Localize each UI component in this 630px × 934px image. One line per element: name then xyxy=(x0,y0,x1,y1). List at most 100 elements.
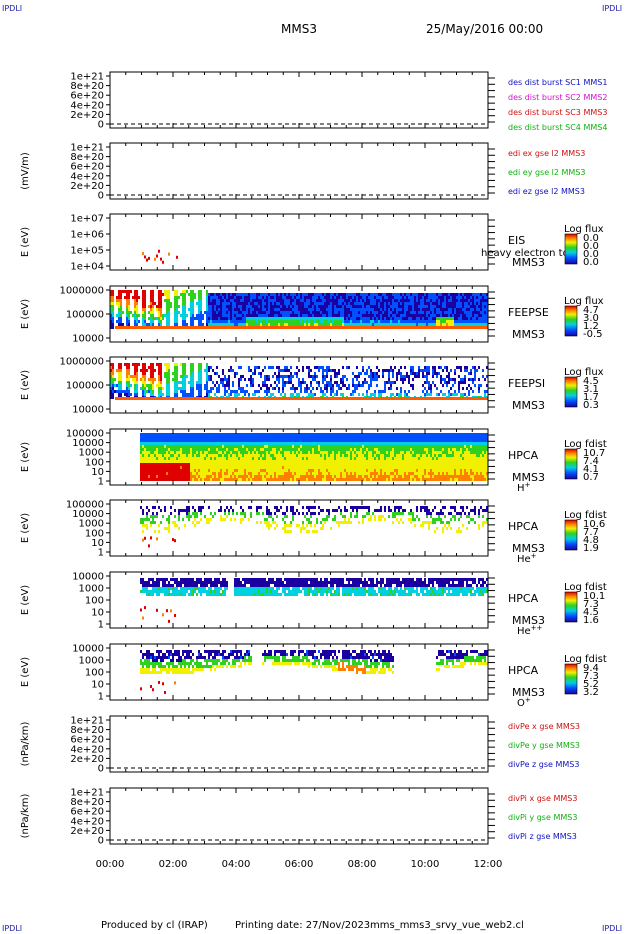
spectrogram-cell xyxy=(334,323,336,326)
spectrogram-cell xyxy=(320,472,322,475)
spectrogram-cell xyxy=(368,384,370,387)
spectrogram-cell xyxy=(276,320,278,323)
spectrogram-cell xyxy=(232,302,234,305)
spectrogram-cell xyxy=(242,457,244,460)
spectrogram-cell xyxy=(294,302,296,305)
spectrogram-cell xyxy=(112,296,114,299)
spectrogram-cell xyxy=(280,302,282,305)
spectrogram-cell xyxy=(326,375,328,378)
spectrogram-cell xyxy=(170,439,172,442)
spectrogram-cell xyxy=(388,314,390,317)
spectrogram-cell xyxy=(462,393,464,396)
spectrogram-cell xyxy=(160,469,162,472)
spectrogram-cell xyxy=(396,311,398,314)
spectrogram-cell xyxy=(194,293,196,296)
spectrogram-cell xyxy=(210,460,212,463)
spectrogram-cell xyxy=(190,372,192,375)
spectrogram-cell xyxy=(462,302,464,305)
spectrogram-cell xyxy=(416,314,418,317)
spectrogram-cell xyxy=(276,439,278,442)
spectrogram-cell xyxy=(192,323,194,326)
spectrogram-cell xyxy=(290,317,292,320)
spectrogram-cell xyxy=(120,299,122,302)
spectrogram-cell xyxy=(226,390,228,393)
spectrogram-cell xyxy=(166,296,168,299)
spectrogram-cell xyxy=(258,293,260,296)
spectrogram-cell xyxy=(446,296,448,299)
spectrogram-cell xyxy=(270,454,272,457)
spectrogram-cell xyxy=(300,323,302,326)
spectrogram-cell xyxy=(292,296,294,299)
spectrogram-cell xyxy=(298,317,300,320)
spectrogram-cell xyxy=(300,445,302,448)
spectrogram-cell xyxy=(420,293,422,296)
spectrogram-cell xyxy=(364,302,366,305)
spectrogram-cell xyxy=(152,366,154,369)
spectrogram-cell xyxy=(226,381,228,384)
spectrogram-cell xyxy=(280,375,282,378)
spectrogram-cell xyxy=(178,448,180,451)
spectrogram-cell xyxy=(124,296,126,299)
spectrogram-cell xyxy=(206,445,208,448)
spectrogram-cell xyxy=(448,381,450,384)
spectrogram-cell xyxy=(192,390,194,393)
spectrogram-cell xyxy=(264,381,266,384)
spectrogram-cell xyxy=(196,439,198,442)
spectrogram-cell xyxy=(180,463,182,466)
spectrogram-cell xyxy=(276,472,278,475)
spectrogram-cell xyxy=(224,393,226,396)
spectrogram-cell xyxy=(112,323,114,326)
spectrogram-cell xyxy=(222,463,224,466)
spectrogram-cell xyxy=(286,460,288,463)
spectrogram-cell xyxy=(480,314,482,317)
spectrogram-cell xyxy=(414,375,416,378)
spectrogram-cell xyxy=(256,442,258,445)
spectrogram-cell xyxy=(458,311,460,314)
spectrogram-cell xyxy=(198,454,200,457)
spectrogram-cell xyxy=(306,305,308,308)
spectrogram-cell xyxy=(386,305,388,308)
spectrogram-cell xyxy=(192,436,194,439)
spectrogram-cell xyxy=(380,293,382,296)
spectrogram-cell xyxy=(200,463,202,466)
spectrogram-cell xyxy=(248,366,250,369)
spectrogram-cell xyxy=(190,457,192,460)
spectrogram-cell xyxy=(466,293,468,296)
spectrogram-cell xyxy=(176,384,178,387)
spectrogram-cell xyxy=(254,472,256,475)
spectrogram-cell xyxy=(164,475,166,478)
spectrogram-cell xyxy=(470,293,472,296)
spectrogram-cell xyxy=(324,293,326,296)
spectrogram-cell xyxy=(118,296,120,299)
spectrogram-cell xyxy=(270,305,272,308)
spectrogram-cell xyxy=(248,478,250,481)
spectrogram-cell xyxy=(354,299,356,302)
spectrogram-cell xyxy=(150,439,152,442)
spectrogram-cell xyxy=(152,302,154,305)
spectrogram-cell xyxy=(304,387,306,390)
spectrogram-cell xyxy=(284,302,286,305)
spectrogram-cell xyxy=(206,320,208,323)
spectrogram-cell xyxy=(340,378,342,381)
spectrogram-cell xyxy=(284,460,286,463)
spectrogram-cell xyxy=(200,290,202,293)
spectrogram-cell xyxy=(430,320,432,323)
spectrogram-cell xyxy=(268,436,270,439)
spectrogram-cell xyxy=(282,293,284,296)
spectrogram-cell xyxy=(470,323,472,326)
spectrogram-cell xyxy=(276,378,278,381)
spectrogram-cell xyxy=(260,445,262,448)
spectrogram-cell xyxy=(300,302,302,305)
spectrogram-cell xyxy=(382,308,384,311)
spectrogram-cell xyxy=(282,466,284,469)
spectrogram-cell xyxy=(196,384,198,387)
spectrogram-cell xyxy=(152,442,154,445)
spectrogram-cell xyxy=(174,372,176,375)
y-tick-label: 4e+20 xyxy=(70,100,104,111)
spectrogram-cell xyxy=(182,463,184,466)
spectrogram-cell xyxy=(208,475,210,478)
spectrogram-cell xyxy=(292,387,294,390)
spectrogram-cell xyxy=(186,314,188,317)
spectrogram-cell xyxy=(426,390,428,393)
